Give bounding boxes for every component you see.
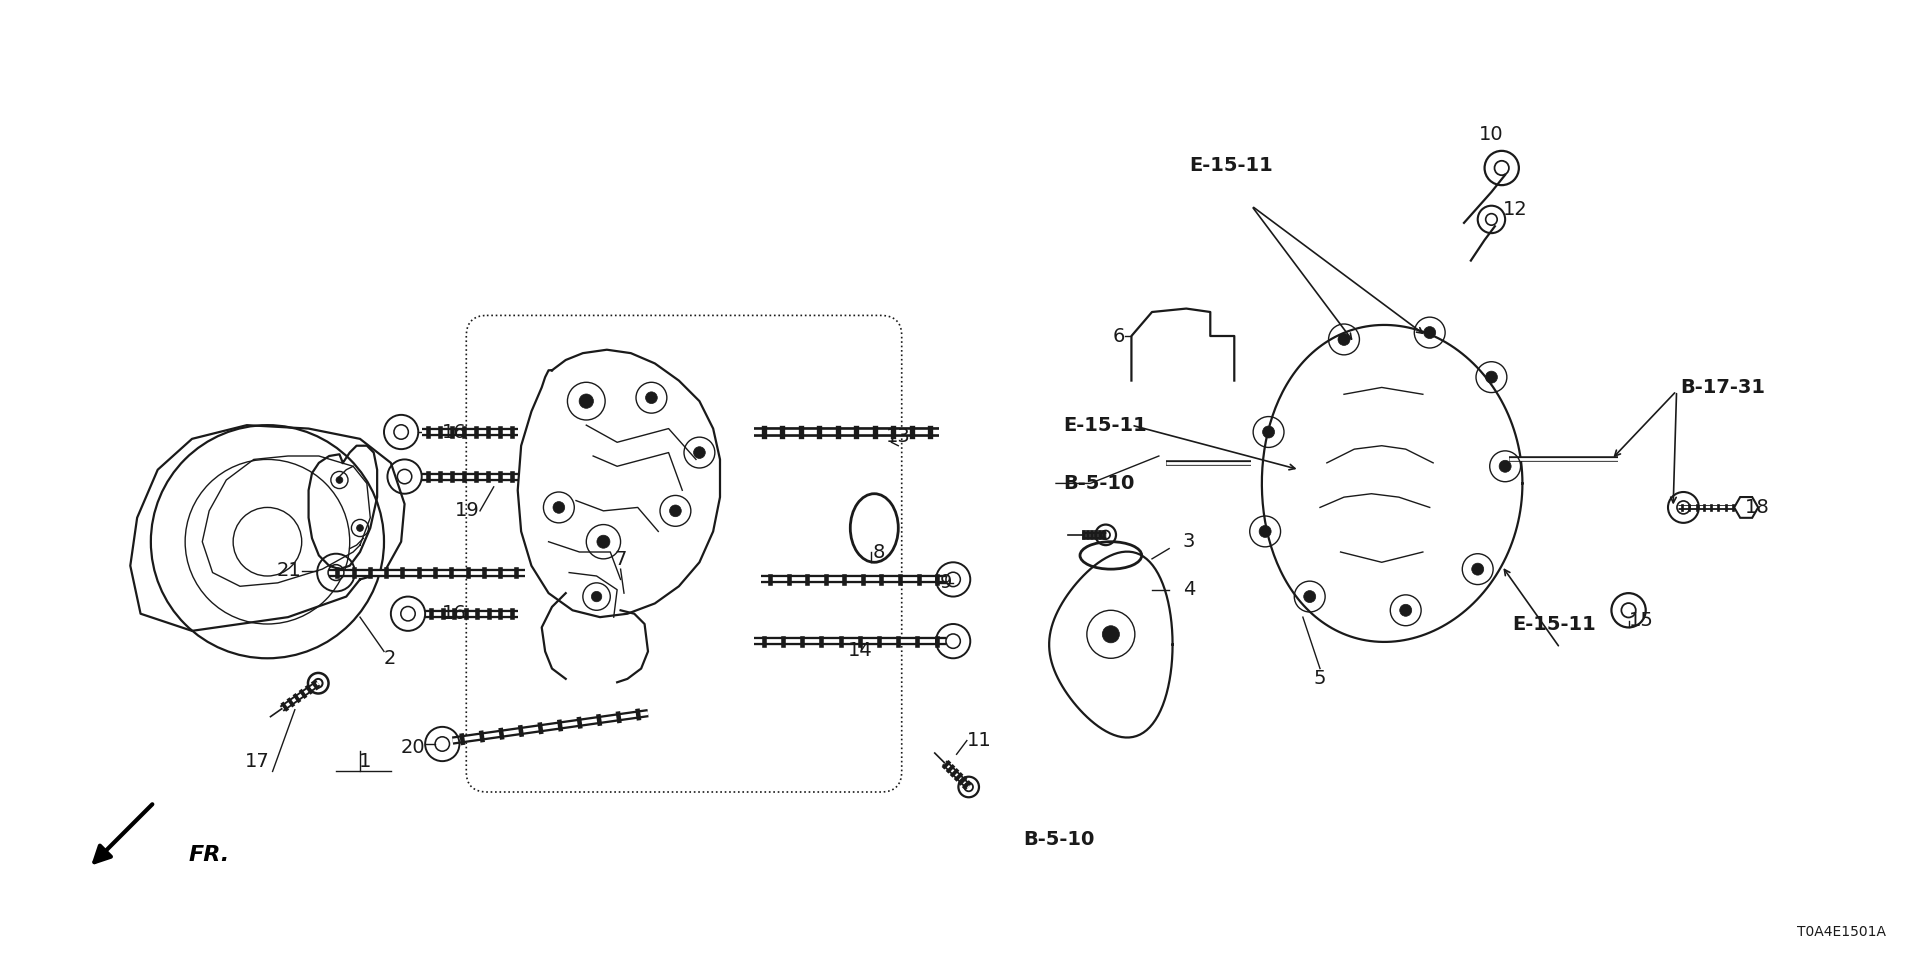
Circle shape	[336, 476, 344, 484]
Text: E-15-11: E-15-11	[1188, 156, 1273, 175]
Text: 1: 1	[359, 753, 371, 772]
Text: 4: 4	[1183, 580, 1196, 599]
Text: 17: 17	[244, 753, 269, 772]
Text: T0A4E1501A: T0A4E1501A	[1797, 925, 1885, 940]
Text: 16: 16	[442, 604, 467, 623]
Text: B-17-31: B-17-31	[1680, 378, 1764, 396]
Text: 8: 8	[872, 542, 885, 562]
Text: B-5-10: B-5-10	[1064, 474, 1135, 492]
Text: 19: 19	[455, 501, 480, 520]
Text: E-15-11: E-15-11	[1513, 614, 1596, 634]
Text: 16: 16	[442, 422, 467, 442]
Text: 7: 7	[614, 550, 626, 569]
Text: E-15-11: E-15-11	[1064, 416, 1146, 435]
Circle shape	[1425, 326, 1436, 339]
Text: 5: 5	[1313, 668, 1327, 687]
Circle shape	[580, 394, 593, 408]
Text: 12: 12	[1503, 201, 1528, 220]
Text: 18: 18	[1745, 498, 1770, 516]
Text: 10: 10	[1478, 125, 1503, 144]
Polygon shape	[1734, 497, 1759, 517]
Circle shape	[1500, 460, 1511, 472]
Text: 13: 13	[885, 426, 910, 445]
Text: 20: 20	[401, 738, 424, 756]
Text: 6: 6	[1112, 326, 1125, 346]
Circle shape	[1400, 604, 1411, 616]
Text: 3: 3	[1183, 532, 1196, 551]
Circle shape	[1260, 525, 1271, 538]
Circle shape	[597, 535, 611, 548]
Circle shape	[591, 591, 601, 602]
Text: 21: 21	[276, 562, 301, 581]
Circle shape	[1486, 372, 1498, 383]
Text: 9: 9	[939, 573, 952, 592]
Text: 11: 11	[968, 732, 991, 750]
Text: 15: 15	[1628, 612, 1653, 630]
Text: 14: 14	[849, 641, 874, 660]
Circle shape	[1304, 590, 1315, 603]
Text: FR.: FR.	[188, 846, 230, 865]
Circle shape	[357, 524, 363, 532]
Circle shape	[1102, 626, 1119, 643]
Circle shape	[645, 392, 657, 403]
Circle shape	[1338, 333, 1350, 346]
Circle shape	[1473, 564, 1484, 575]
Circle shape	[553, 501, 564, 514]
Text: B-5-10: B-5-10	[1023, 829, 1094, 849]
Circle shape	[670, 505, 682, 516]
Circle shape	[693, 446, 705, 459]
Circle shape	[1263, 426, 1275, 438]
Text: 2: 2	[384, 649, 396, 668]
